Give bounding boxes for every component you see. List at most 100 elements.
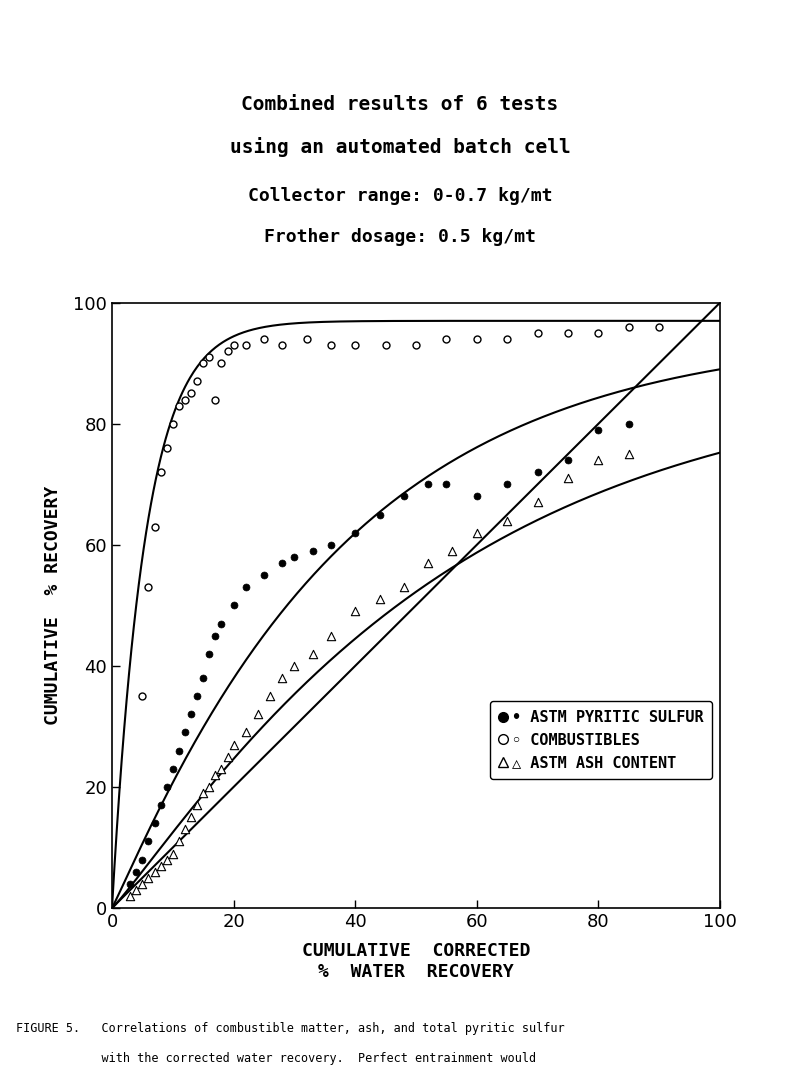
Point [215, 355, 228, 372]
Point [227, 736, 240, 753]
Text: with the corrected water recovery.  Perfect entrainment would: with the corrected water recovery. Perfe… [16, 1052, 536, 1065]
Point [276, 336, 289, 353]
Point [203, 645, 216, 663]
Point [185, 385, 198, 402]
Point [124, 888, 137, 905]
Point [124, 876, 137, 893]
Point [148, 863, 161, 880]
Point [264, 688, 277, 705]
Point [239, 336, 252, 353]
Point [592, 422, 605, 439]
Point [154, 857, 167, 875]
Point [470, 331, 483, 348]
Point [531, 324, 544, 342]
Point [130, 881, 142, 898]
Point [592, 452, 605, 469]
Point [501, 331, 514, 348]
Point [422, 476, 434, 493]
Point [398, 578, 410, 596]
Point [288, 548, 301, 565]
Point [653, 318, 666, 335]
Point [142, 832, 155, 850]
Legend: • ASTM PYRITIC SULFUR, ◦ COMBUSTIBLES, △ ASTM ASH CONTENT: • ASTM PYRITIC SULFUR, ◦ COMBUSTIBLES, △… [490, 700, 712, 779]
Point [215, 615, 228, 632]
Point [166, 845, 179, 863]
Point [325, 336, 338, 353]
Point [349, 524, 362, 542]
Point [276, 669, 289, 686]
Y-axis label: CUMULATIVE  % RECOVERY: CUMULATIVE % RECOVERY [44, 485, 62, 725]
Point [410, 336, 422, 353]
Point [379, 336, 392, 353]
Point [258, 331, 270, 348]
Point [173, 832, 186, 850]
Point [173, 397, 186, 414]
Text: using an automated batch cell: using an automated batch cell [230, 136, 570, 157]
Point [178, 724, 191, 742]
Point [190, 688, 203, 705]
Text: Frother dosage: 0.5 kg/mt: Frother dosage: 0.5 kg/mt [264, 228, 536, 246]
Point [501, 476, 514, 493]
Point [300, 331, 313, 348]
Point [440, 331, 453, 348]
Point [562, 324, 574, 342]
Point [178, 820, 191, 838]
Point [258, 566, 270, 584]
Point [373, 590, 386, 608]
Point [349, 603, 362, 620]
Point [276, 555, 289, 572]
Point [160, 851, 173, 868]
Point [197, 785, 210, 802]
Point [203, 778, 216, 796]
Point [142, 869, 155, 886]
Point [306, 543, 319, 560]
Point [592, 324, 605, 342]
Point [136, 851, 149, 868]
Point [422, 555, 434, 572]
Point [209, 627, 222, 644]
Text: Combined results of 6 tests: Combined results of 6 tests [242, 94, 558, 114]
Point [203, 348, 216, 365]
Point [227, 336, 240, 353]
Point [166, 760, 179, 777]
Point [501, 512, 514, 530]
Point [209, 766, 222, 784]
Point [440, 476, 453, 493]
Point [197, 355, 210, 372]
Point [185, 706, 198, 723]
Point [197, 669, 210, 686]
Point [209, 391, 222, 409]
Point [239, 724, 252, 742]
Text: FIGURE 5.   Correlations of combustible matter, ash, and total pyritic sulfur: FIGURE 5. Correlations of combustible ma… [16, 1022, 565, 1035]
Point [190, 373, 203, 390]
Point [221, 343, 234, 360]
Point [288, 657, 301, 675]
Point [239, 578, 252, 596]
Point [215, 760, 228, 777]
Point [173, 742, 186, 759]
Point [185, 809, 198, 826]
Point [325, 627, 338, 644]
Point [306, 645, 319, 663]
Point [622, 415, 635, 432]
Point [190, 797, 203, 814]
Point [622, 445, 635, 463]
Point [398, 488, 410, 505]
Point [166, 415, 179, 432]
Point [622, 318, 635, 335]
Point [325, 536, 338, 553]
Point [154, 797, 167, 814]
Point [531, 464, 544, 481]
Point [470, 524, 483, 542]
Point [446, 543, 459, 560]
Point [136, 876, 149, 893]
Point [148, 815, 161, 832]
Point [130, 863, 142, 880]
Point [136, 688, 149, 705]
Point [531, 494, 544, 511]
X-axis label: CUMULATIVE  CORRECTED
%  WATER  RECOVERY: CUMULATIVE CORRECTED % WATER RECOVERY [302, 942, 530, 980]
Point [227, 597, 240, 614]
Point [251, 706, 264, 723]
Point [160, 439, 173, 456]
Point [562, 452, 574, 469]
